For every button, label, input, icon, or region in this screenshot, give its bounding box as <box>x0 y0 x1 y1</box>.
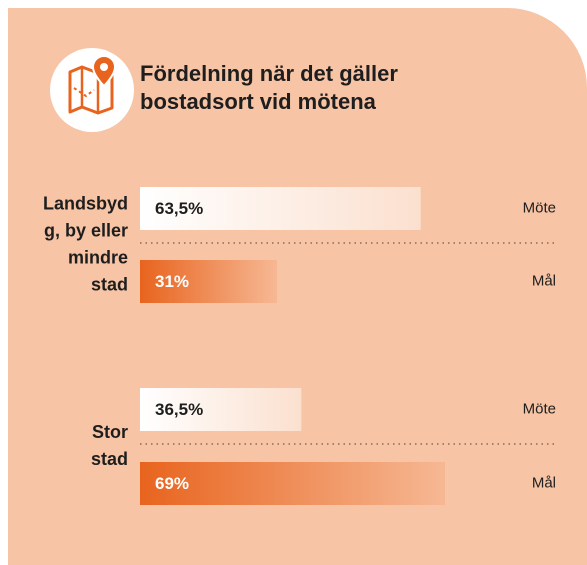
category-label: stad <box>91 449 128 469</box>
value-label: 36,5% <box>155 400 203 419</box>
value-label: 69% <box>155 474 189 493</box>
bar <box>140 388 302 431</box>
bar <box>140 260 278 303</box>
value-label: 31% <box>155 272 189 291</box>
series-label: Möte <box>523 400 556 417</box>
category-label: g, by eller <box>44 220 128 240</box>
series-label: Mål <box>532 272 556 289</box>
category-label: mindre <box>68 247 128 267</box>
category-label: stad <box>91 274 128 294</box>
bar <box>140 187 421 230</box>
bar <box>140 462 445 505</box>
map-icon <box>50 48 134 132</box>
value-label: 63,5% <box>155 199 203 218</box>
series-label: Möte <box>523 199 556 216</box>
chart-title: bostadsort vid mötena <box>140 89 377 114</box>
category-label: Stor <box>92 422 128 442</box>
chart-title: Fördelning när det gäller <box>140 61 398 86</box>
series-label: Mål <box>532 474 556 491</box>
category-label: Landsbyd <box>43 193 128 213</box>
